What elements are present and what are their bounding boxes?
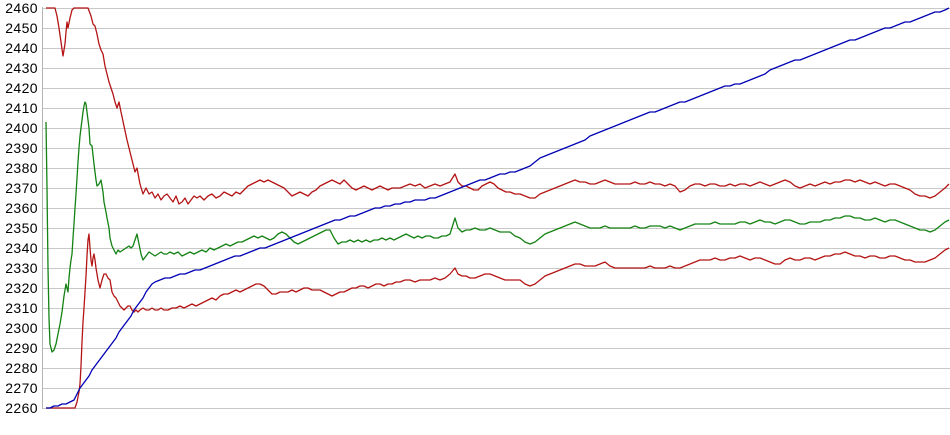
y-axis-tick-label: 2280 <box>5 360 38 376</box>
y-axis-tick-label: 2440 <box>5 40 38 56</box>
y-axis-tick-label: 2350 <box>5 220 38 236</box>
y-axis-tick-label: 2270 <box>5 380 38 396</box>
series-mid-line <box>45 101 950 353</box>
y-axis-tick-label: 2330 <box>5 260 38 276</box>
y-axis-tick-label: 2310 <box>5 300 38 316</box>
y-axis-tick-label: 2450 <box>5 20 38 36</box>
y-axis-tick-label: 2300 <box>5 320 38 336</box>
series-cumulative-line <box>46 7 950 409</box>
y-axis-tick-label: 2460 <box>5 0 38 16</box>
y-axis-tick-label: 2400 <box>5 120 38 136</box>
y-axis-tick-label: 2420 <box>5 80 38 96</box>
y-axis-tick-label: 2370 <box>5 180 38 196</box>
y-axis-tick-label: 2390 <box>5 140 38 156</box>
y-axis-tick-label: 2320 <box>5 280 38 296</box>
y-axis-tick-label: 2260 <box>5 400 38 416</box>
series-lower-band <box>46 233 950 409</box>
y-axis-tick-label: 2360 <box>5 200 38 216</box>
y-axis-tick-label: 2430 <box>5 60 38 76</box>
y-axis-tick-label: 2290 <box>5 340 38 356</box>
y-axis-tick-label: 2340 <box>5 240 38 256</box>
series-upper-band <box>46 7 950 205</box>
y-axis-tick-label: 2380 <box>5 160 38 176</box>
y-axis-tick-label: 2410 <box>5 100 38 116</box>
